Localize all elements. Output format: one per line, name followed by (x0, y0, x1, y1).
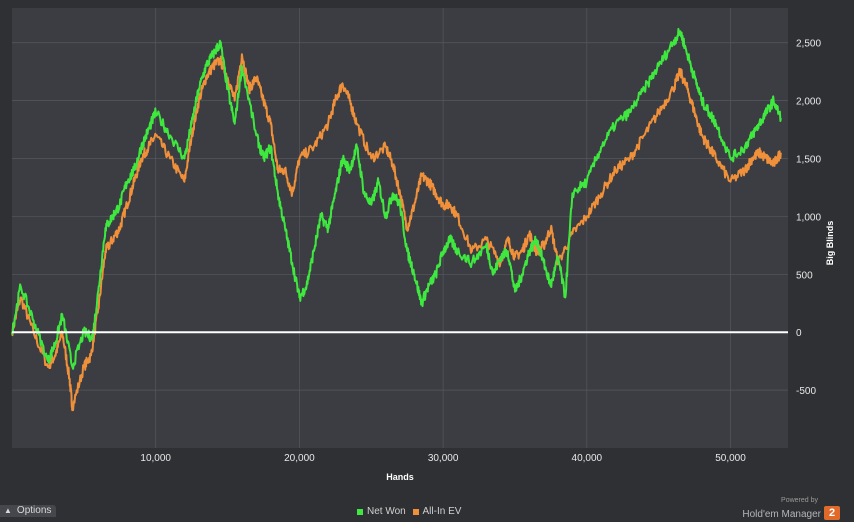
y-tick-label: 0 (796, 328, 802, 339)
y-tick-label: -500 (796, 386, 816, 397)
x-tick-label: 40,000 (572, 453, 603, 464)
series-line-all-in-ev (11, 53, 782, 412)
series-line-net-won (11, 27, 782, 370)
y-tick-label: 2,000 (796, 97, 821, 108)
y-tick-labels: -500 0 500 1,000 1,500 2,000 2,500 (796, 39, 821, 397)
x-tick-labels: 10,000 20,000 30,000 40,000 50,000 (140, 453, 746, 464)
brand-logo: Powered by Hold'em Manager 2 (742, 497, 840, 522)
legend-label-net-won: Net Won (367, 506, 406, 517)
legend-swatch-net-won (357, 508, 363, 515)
y-tick-label: 1,000 (796, 212, 821, 223)
x-tick-label: 20,000 (284, 453, 315, 464)
y-tick-label: 2,500 (796, 39, 821, 50)
legend-swatch-all-in-ev (412, 508, 419, 515)
series-group (11, 27, 782, 412)
plot-area (12, 8, 788, 448)
legend-item-net-won[interactable]: Net Won (357, 506, 406, 517)
powered-by-text: Powered by (781, 497, 818, 504)
brand-version-badge: 2 (824, 505, 840, 520)
x-axis-title: Hands (386, 472, 414, 482)
legend-item-all-in-ev[interactable]: All-In EV (412, 506, 462, 517)
y-tick-label: 500 (796, 270, 813, 281)
caret-up-icon: ▲ (4, 506, 12, 515)
y-tick-label: 1,500 (796, 155, 821, 166)
options-button[interactable]: ▲ Options (0, 505, 56, 517)
legend-label-all-in-ev: All-In EV (422, 506, 462, 517)
x-tick-label: 30,000 (428, 453, 459, 464)
x-tick-label: 50,000 (715, 453, 746, 464)
x-tick-label: 10,000 (140, 453, 171, 464)
legend: Net Won All-In EV (357, 506, 465, 518)
options-label: Options (16, 505, 52, 516)
y-axis-title: Big Blinds (825, 221, 835, 266)
